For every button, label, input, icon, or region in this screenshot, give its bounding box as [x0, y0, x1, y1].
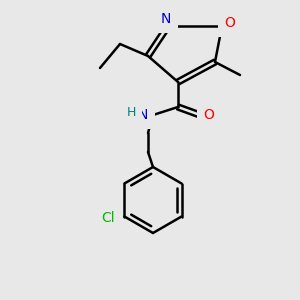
Text: O: O	[225, 16, 236, 30]
Text: N: N	[161, 12, 171, 26]
Text: N: N	[138, 108, 148, 122]
Text: O: O	[204, 108, 214, 122]
Text: Cl: Cl	[102, 212, 115, 226]
Text: H: H	[126, 106, 136, 119]
